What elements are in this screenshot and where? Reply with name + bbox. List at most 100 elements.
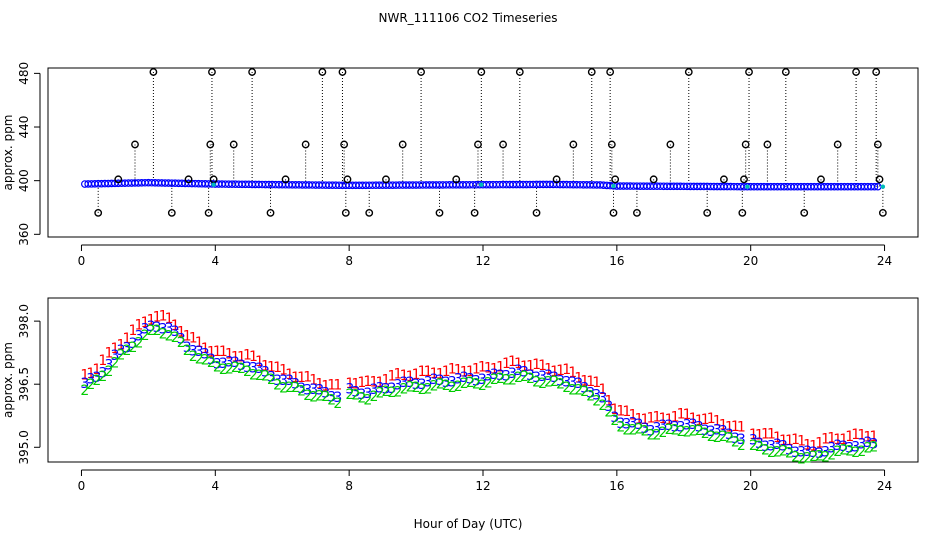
flagged-point xyxy=(452,175,461,184)
series-2-marker: 2 xyxy=(309,389,318,405)
series-1-marker: 1 xyxy=(869,429,878,445)
series-2-marker: 2 xyxy=(303,388,312,404)
series-1-marker: 1 xyxy=(351,377,360,393)
series-1-marker: 1 xyxy=(659,411,668,427)
series-2-marker: 2 xyxy=(291,380,300,396)
x-axis-label: Hour of Day (UTC) xyxy=(414,517,523,531)
series-2-marker: 2 xyxy=(791,449,800,465)
series-1-marker: 1 xyxy=(665,412,674,428)
series-1-marker: 1 xyxy=(267,360,276,376)
series-2-marker: 2 xyxy=(394,385,403,401)
series-2-marker: 2 xyxy=(520,369,529,385)
series-3-marker: 3 xyxy=(598,391,607,407)
series-1-marker: 1 xyxy=(544,362,553,378)
series-2-marker: 2 xyxy=(436,377,445,393)
series-1-marker: 1 xyxy=(255,354,264,370)
series-3-marker: 3 xyxy=(375,380,384,396)
series-1-marker: 1 xyxy=(177,325,186,341)
series-2-marker: 2 xyxy=(671,422,680,438)
series-1-marker: 1 xyxy=(695,413,704,429)
series-2-marker: 2 xyxy=(261,369,270,385)
series-3-marker: 3 xyxy=(123,340,132,356)
series-3-marker: 3 xyxy=(827,440,836,456)
flagged-point xyxy=(532,208,541,217)
flagged-point xyxy=(184,175,193,184)
flagged-point xyxy=(131,140,139,149)
flagged-point xyxy=(606,68,615,76)
series-3-marker: 3 xyxy=(303,383,312,399)
top-x-tick-label: 12 xyxy=(475,254,490,268)
series-3-marker: 3 xyxy=(514,363,523,379)
series-2-marker: 2 xyxy=(382,384,391,400)
series-2-marker: 2 xyxy=(544,375,553,391)
series-1-marker: 1 xyxy=(749,427,758,443)
series-2-marker: 2 xyxy=(616,419,625,435)
series-3-marker: 3 xyxy=(285,373,294,389)
series-1-marker: 1 xyxy=(616,404,625,420)
accent-point xyxy=(611,183,616,189)
series-1-marker: 1 xyxy=(80,368,89,384)
series-1-marker: 1 xyxy=(147,313,156,329)
series-3-marker: 3 xyxy=(297,381,306,397)
series-3-marker: 3 xyxy=(659,418,668,434)
series-3-marker: 3 xyxy=(394,378,403,394)
flagged-point xyxy=(281,175,290,184)
series-3-marker: 3 xyxy=(707,424,716,440)
flagged-point xyxy=(852,68,860,76)
series-2-marker: 2 xyxy=(562,380,571,396)
series-1-marker: 1 xyxy=(647,411,656,427)
flagged-point xyxy=(740,175,748,184)
flagged-point xyxy=(338,68,347,76)
series-2-marker: 2 xyxy=(532,374,541,390)
series-1-marker: 1 xyxy=(821,431,830,447)
series-2-marker: 2 xyxy=(484,376,493,392)
top-x-tick-label: 16 xyxy=(609,254,624,268)
series-1-marker: 1 xyxy=(135,318,144,334)
series-3-marker: 3 xyxy=(388,381,397,397)
series-3-marker: 3 xyxy=(616,416,625,432)
series-1-marker: 1 xyxy=(183,328,192,344)
series-3-marker: 3 xyxy=(761,439,770,455)
series-1-marker: 1 xyxy=(394,367,403,383)
flagged-point xyxy=(878,208,887,217)
series-2-marker: 2 xyxy=(273,377,282,393)
series-3-marker: 3 xyxy=(249,361,258,377)
series-3-marker: 3 xyxy=(568,375,577,391)
series-2-marker: 2 xyxy=(267,372,276,388)
series-1-marker: 1 xyxy=(472,361,481,377)
series-1-marker: 1 xyxy=(731,419,740,435)
series-3-marker: 3 xyxy=(436,373,445,389)
series-1-marker: 1 xyxy=(857,428,866,444)
series-2-marker: 2 xyxy=(213,360,222,376)
series-2-marker: 2 xyxy=(640,424,649,440)
series-1-marker: 1 xyxy=(141,315,150,331)
series-1-marker: 1 xyxy=(225,346,234,362)
series-3-marker: 3 xyxy=(538,369,547,385)
series-2-marker: 2 xyxy=(713,430,722,446)
series-1-marker: 1 xyxy=(520,359,529,375)
series-1-marker: 1 xyxy=(400,368,409,384)
flagged-point xyxy=(611,175,620,184)
series-3-marker: 3 xyxy=(92,370,101,386)
series-3-marker: 3 xyxy=(141,321,150,337)
series-2-marker: 2 xyxy=(755,439,764,455)
series-1-marker: 1 xyxy=(725,420,734,436)
series-2-marker: 2 xyxy=(249,367,258,383)
series-2-marker: 2 xyxy=(659,425,668,441)
series-2-marker: 2 xyxy=(538,376,547,392)
series-1-marker: 1 xyxy=(514,356,523,372)
series-3-marker: 3 xyxy=(357,387,366,403)
series-3-marker: 3 xyxy=(610,410,619,426)
series-3-marker: 3 xyxy=(755,436,764,452)
series-1-marker: 1 xyxy=(791,432,800,448)
series-1-marker: 1 xyxy=(803,437,812,453)
series-1-marker: 1 xyxy=(574,370,583,386)
series-3-marker: 3 xyxy=(785,443,794,459)
series-3-marker: 3 xyxy=(809,445,818,461)
flagged-point xyxy=(738,208,747,217)
series-1-marker: 1 xyxy=(424,364,433,380)
series-3-marker: 3 xyxy=(273,373,282,389)
series-2-marker: 2 xyxy=(135,336,144,352)
series-3-marker: 3 xyxy=(219,356,228,372)
